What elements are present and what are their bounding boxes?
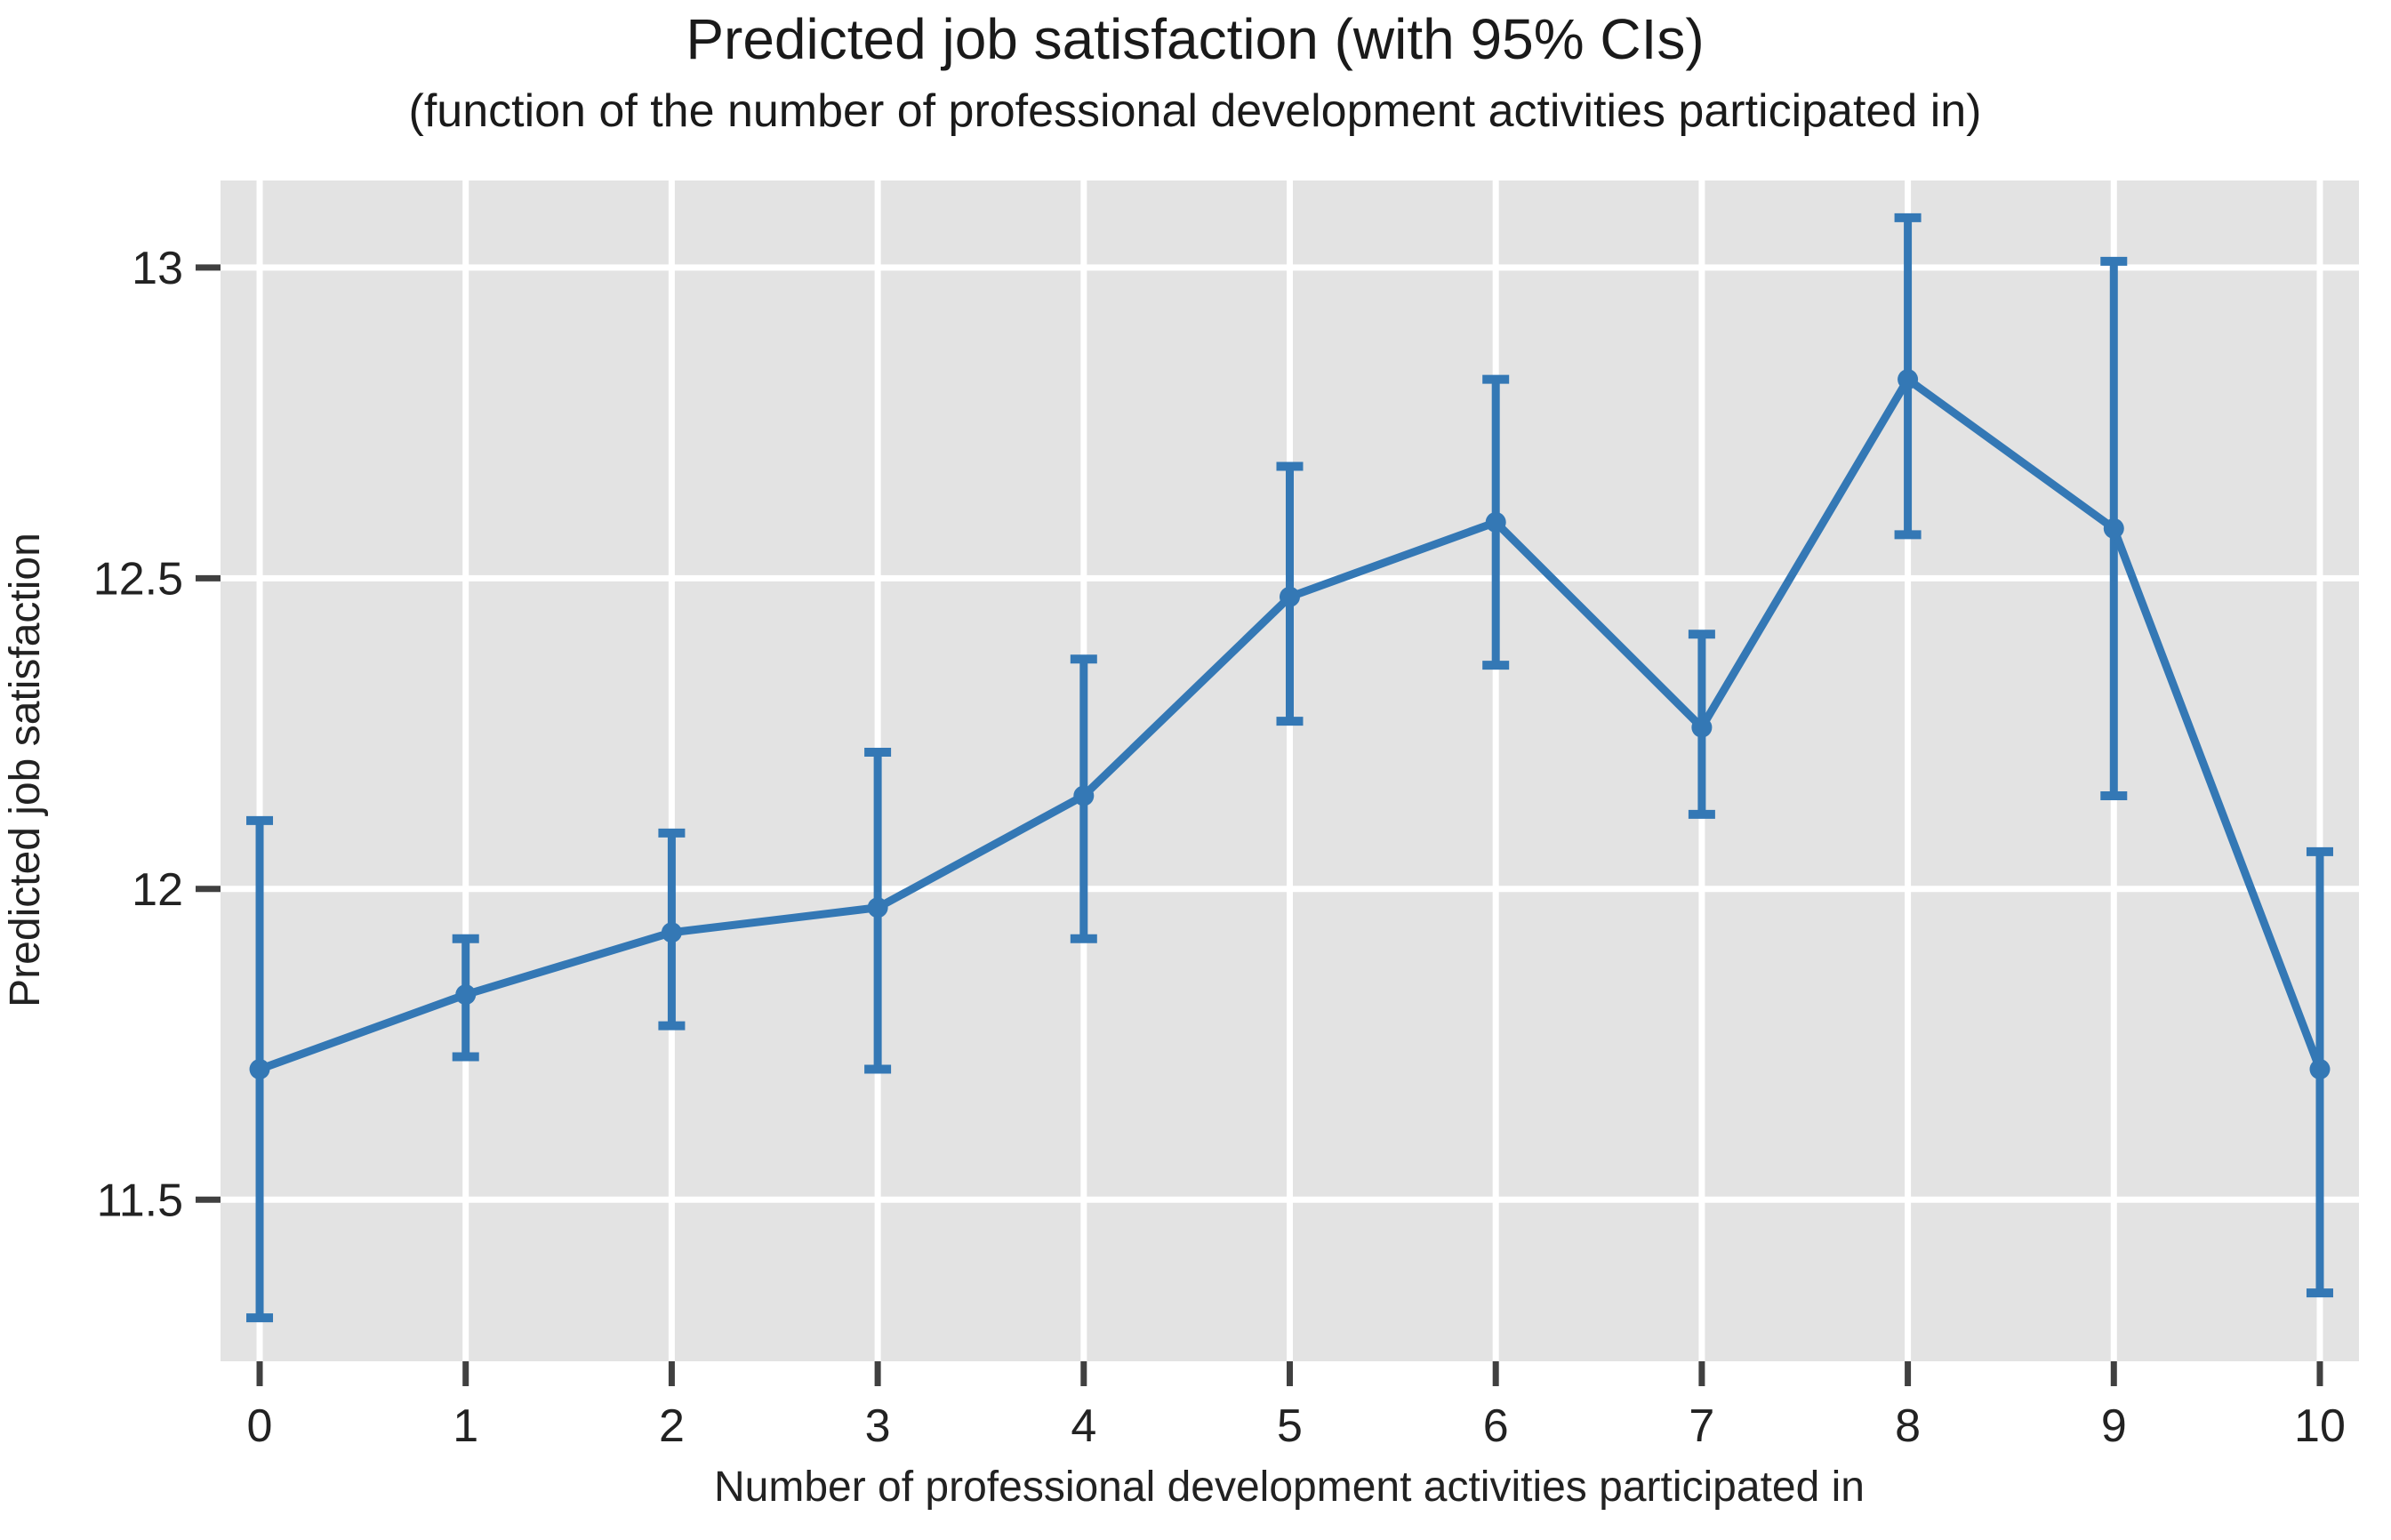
chart-title: Predicted job satisfaction (with 95% CIs… [686,7,1704,71]
x-tick-label: 2 [659,1400,685,1452]
x-tick-label: 7 [1689,1400,1714,1452]
x-tick-label: 6 [1483,1400,1509,1452]
data-point [1898,369,1919,390]
y-tick-label: 11.5 [97,1175,183,1226]
data-point [1691,717,1713,738]
x-tick-label: 8 [1895,1400,1921,1452]
x-axis-label: Number of professional development activ… [714,1464,1865,1511]
data-point [249,1058,270,1079]
y-tick-label: 12 [132,864,183,916]
y-tick-label: 12.5 [93,553,183,605]
data-point [2103,517,2124,539]
y-axis-label: Predicted job satisfaction [2,533,49,1007]
y-tick-label: 13 [132,243,183,294]
data-point [1280,586,1300,607]
data-point [455,984,477,1006]
x-tick-label: 9 [2101,1400,2127,1452]
data-point [1485,511,1506,533]
data-point [2309,1058,2331,1079]
data-point [1073,785,1095,806]
chart-subtitle: (function of the number of professional … [409,85,1982,137]
x-tick-label: 10 [2294,1400,2346,1452]
x-tick-label: 4 [1071,1400,1096,1452]
data-point [661,922,682,943]
x-tick-label: 5 [1277,1400,1303,1452]
x-tick-label: 3 [865,1400,891,1452]
x-tick-label: 0 [247,1400,273,1452]
x-tick-label: 1 [453,1400,478,1452]
data-point [867,897,888,918]
